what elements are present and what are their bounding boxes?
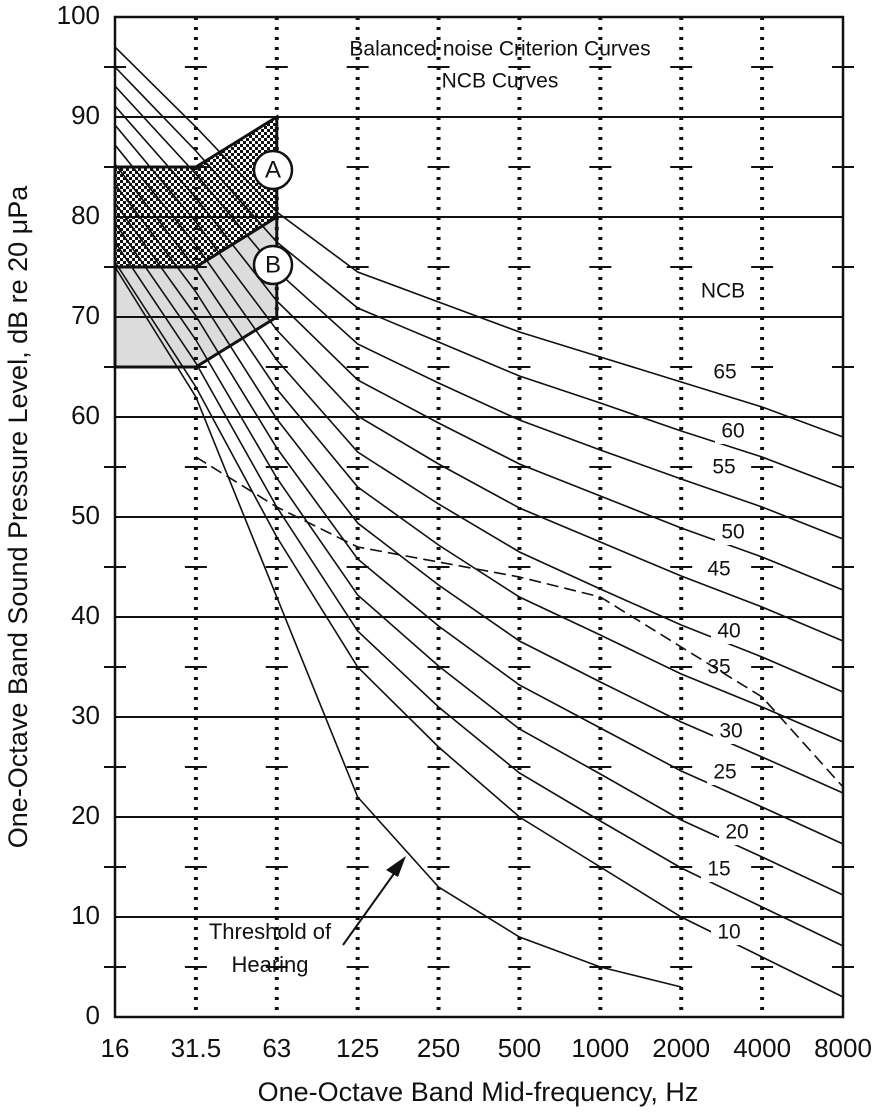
x-tick-label: 8000 <box>814 1033 872 1063</box>
label-bg <box>706 456 742 480</box>
series-label: 60 <box>721 420 744 443</box>
chart-title: Balanced noise Criterion Curves <box>349 38 650 61</box>
line-series <box>114 241 844 947</box>
line-series <box>114 124 844 642</box>
region-badge <box>252 244 294 286</box>
x-tick-label: 16 <box>101 1033 130 1063</box>
arrow-head <box>386 856 406 877</box>
label-bg <box>719 821 755 845</box>
series-label: 20 <box>725 821 748 844</box>
plot-frame <box>113 15 845 1019</box>
label-bg <box>701 858 737 882</box>
x-tick-label: 2000 <box>652 1033 710 1063</box>
series-label-title: NCB <box>701 280 745 303</box>
annotation-arrow <box>342 867 399 946</box>
series-label: 50 <box>721 521 744 544</box>
y-tick-label: 0 <box>86 1000 100 1030</box>
x-axis-label: One-Octave Band Mid-frequency, Hz <box>258 1077 699 1107</box>
x-tick-label: 4000 <box>733 1033 791 1063</box>
y-tick-label: 90 <box>71 100 100 130</box>
annotation: Hearing <box>231 952 308 977</box>
y-tick-label: 100 <box>57 0 100 30</box>
label-bg <box>715 521 751 545</box>
x-tick-label: 125 <box>336 1033 379 1063</box>
region-label: B <box>265 251 281 278</box>
line-series <box>114 85 844 540</box>
y-tick-label: 80 <box>71 200 100 230</box>
series-label: 25 <box>713 761 736 784</box>
series-label: 35 <box>707 656 730 679</box>
x-tick-label: 63 <box>262 1033 291 1063</box>
x-tick-label: 31.5 <box>171 1033 222 1063</box>
chart-subtitle: NCB Curves <box>442 70 559 93</box>
label-bg <box>711 620 747 644</box>
y-tick-label: 20 <box>71 800 100 830</box>
label-bg <box>701 558 737 582</box>
label-bg <box>707 761 743 785</box>
line-series <box>114 266 682 988</box>
line-series <box>114 46 844 438</box>
y-axis-label: One-Octave Band Sound Pressure Level, dB… <box>3 185 33 848</box>
series-label: 10 <box>717 921 740 944</box>
series-label: 45 <box>707 558 730 581</box>
y-tick-label: 70 <box>71 300 100 330</box>
series-label: 55 <box>712 456 735 479</box>
y-tick-label: 60 <box>71 400 100 430</box>
y-tick-label: 30 <box>71 700 100 730</box>
series-label: 30 <box>719 720 742 743</box>
y-tick-label: 50 <box>71 500 100 530</box>
x-tick-label: 250 <box>417 1033 460 1063</box>
x-tick-label: 500 <box>498 1033 541 1063</box>
label-bg <box>707 361 743 385</box>
y-tick-label: 10 <box>71 900 100 930</box>
label-bg <box>701 656 737 680</box>
x-tick-label: 1000 <box>571 1033 629 1063</box>
label-bg <box>715 420 751 444</box>
region-badge <box>252 149 294 191</box>
y-tick-label: 40 <box>71 600 100 630</box>
series-label: 65 <box>713 361 736 384</box>
annotation: Threshold of <box>209 919 332 944</box>
label-bg <box>713 720 749 744</box>
region-label: A <box>265 156 281 183</box>
label-bg <box>711 921 747 945</box>
series-label: 40 <box>717 620 740 643</box>
line-series <box>195 456 844 788</box>
line-series <box>114 202 844 845</box>
series-label: 15 <box>707 858 730 881</box>
line-series <box>114 163 844 743</box>
